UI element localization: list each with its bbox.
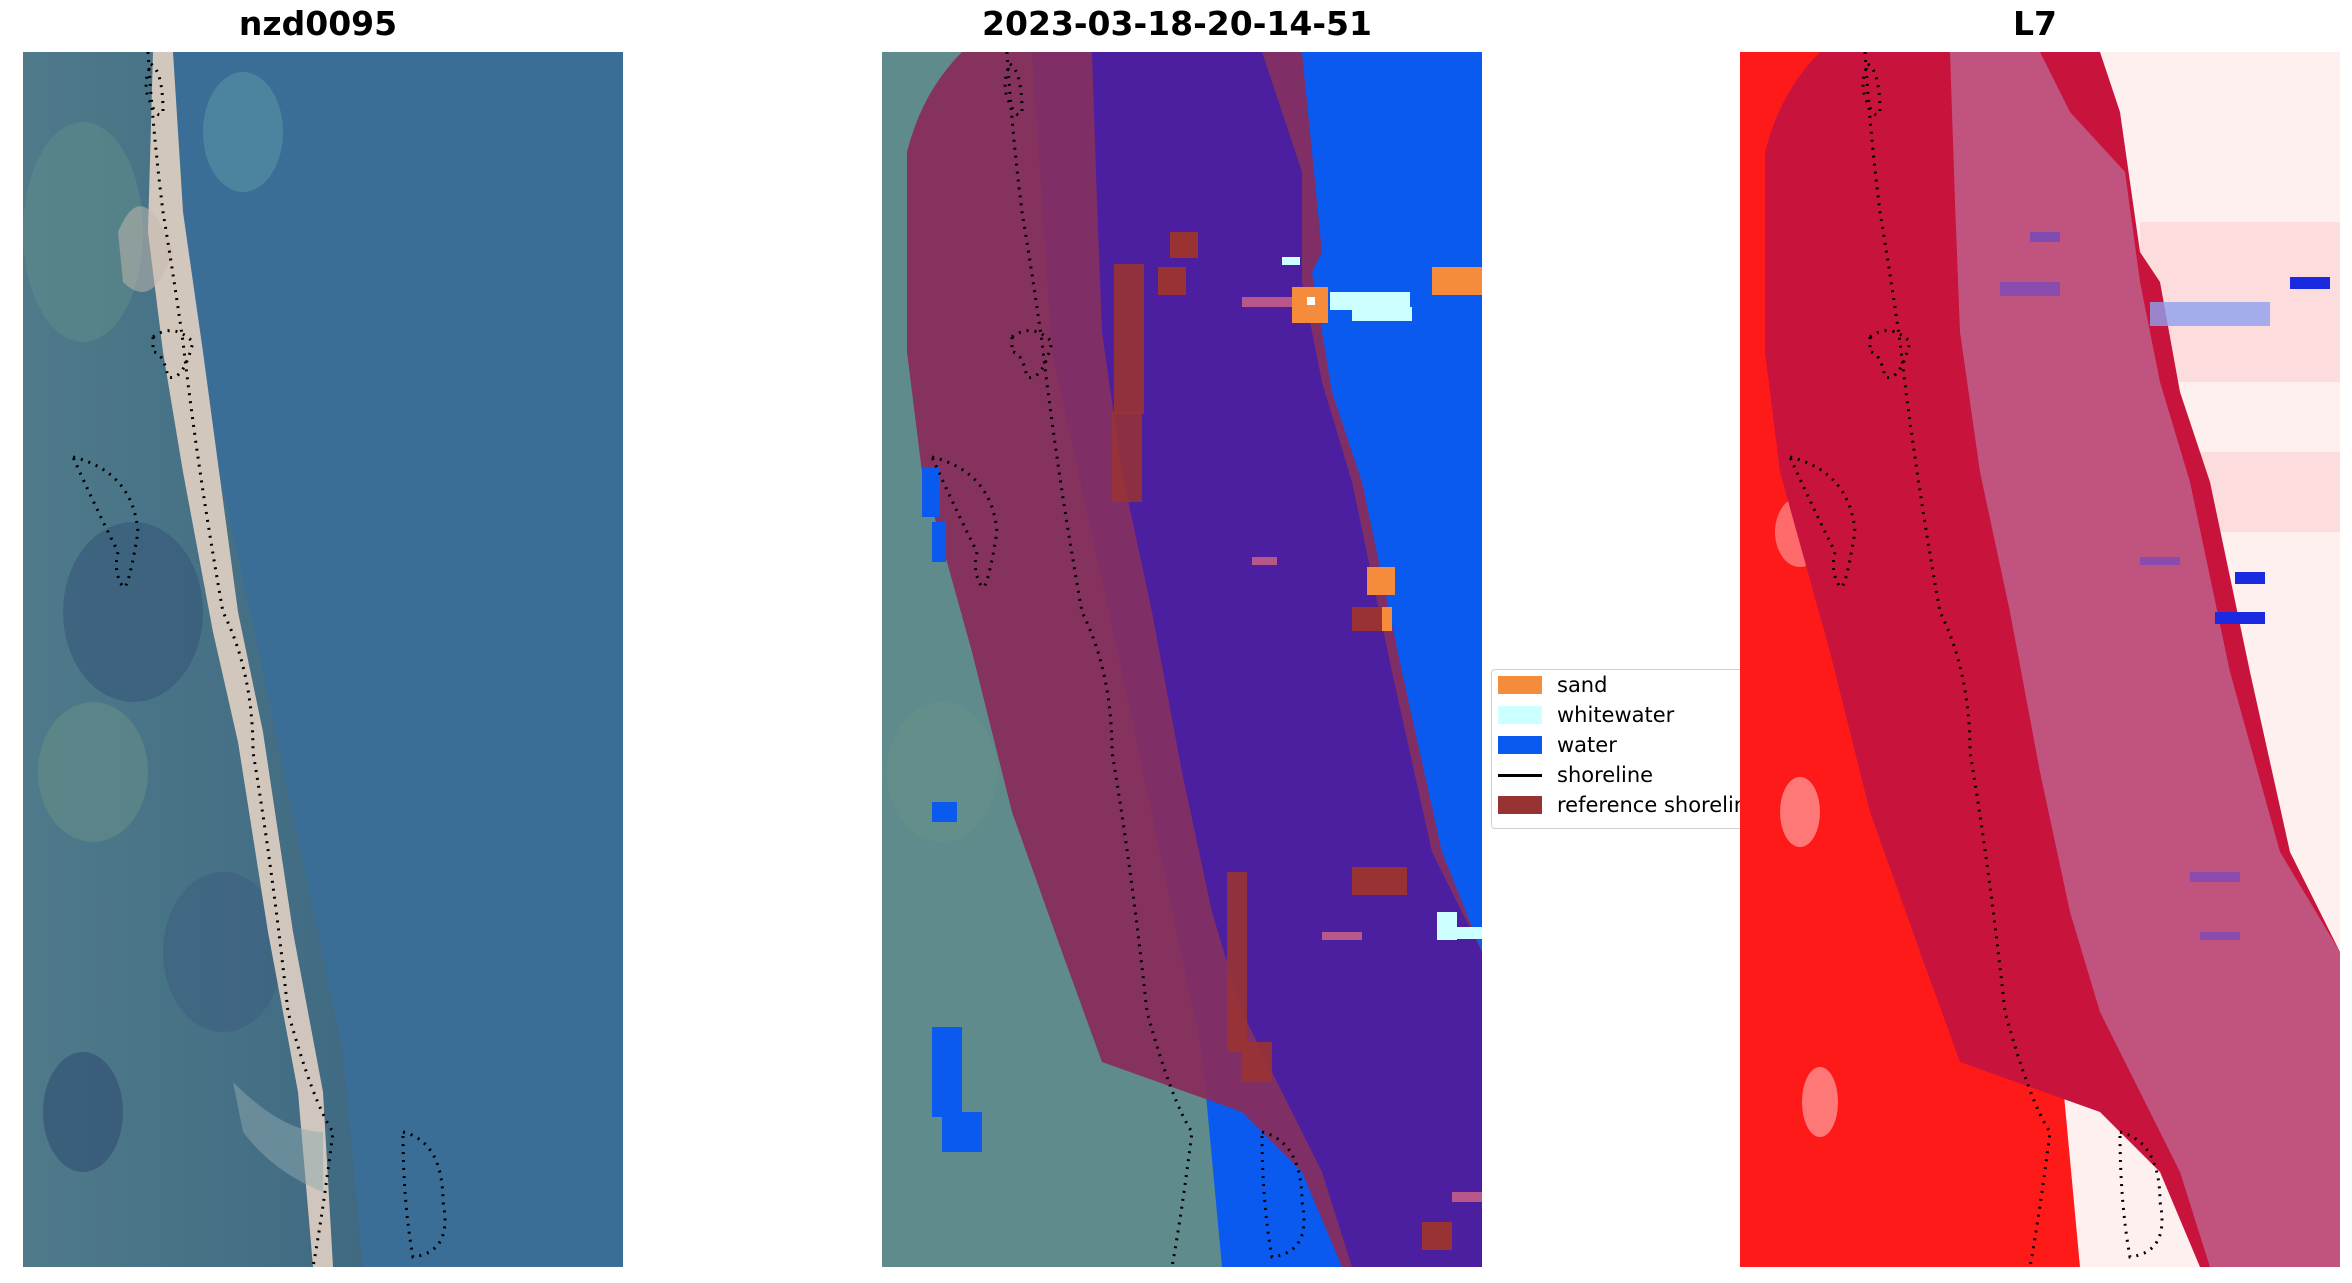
legend: sand whitewater water shoreline referenc…: [1491, 669, 1751, 829]
legend-item-whitewater: whitewater: [1498, 702, 1674, 728]
rgb-satellite-image: [23, 52, 623, 1267]
legend-label: reference shoreline: [1557, 793, 1751, 817]
classified-image: [882, 52, 1482, 1267]
panel-title-satellite: L7: [2013, 4, 2057, 43]
legend-label: shoreline: [1557, 763, 1654, 787]
legend-item-shoreline: shoreline: [1498, 762, 1653, 788]
water-swatch: [1498, 736, 1542, 754]
legend-item-sand: sand: [1498, 672, 1607, 698]
legend-item-reference-shoreline: reference shoreline: [1498, 792, 1751, 818]
sand-swatch: [1498, 676, 1542, 694]
panel-title-date: 2023-03-18-20-14-51: [982, 4, 1372, 43]
index-panel: [1740, 52, 2340, 1267]
legend-label: whitewater: [1557, 703, 1675, 727]
legend-label: water: [1557, 733, 1617, 757]
whitewater-swatch: [1498, 706, 1542, 724]
reference-shoreline-swatch: [1498, 796, 1542, 814]
legend-label: sand: [1557, 673, 1608, 697]
legend-item-water: water: [1498, 732, 1617, 758]
rgb-image-panel: [23, 52, 623, 1267]
classification-panel: [882, 52, 1482, 1267]
shoreline-line-swatch: [1498, 773, 1542, 777]
panel-title-image-id: nzd0095: [238, 4, 398, 43]
index-image: [1740, 52, 2340, 1267]
